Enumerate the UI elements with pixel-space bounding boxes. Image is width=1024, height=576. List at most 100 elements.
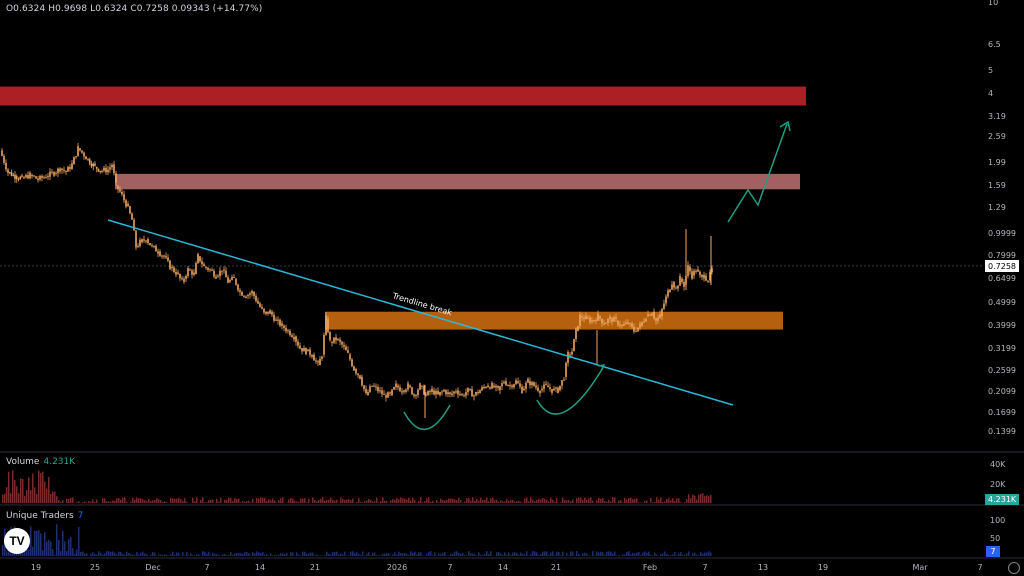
volume-bar <box>280 498 282 503</box>
candle-body <box>447 392 449 395</box>
y-axis[interactable]: 10 6.5 5 4 3.19 2.59 1.99 1.59 1.29 0.9999 0.7999 0… <box>988 0 1016 436</box>
traders-bar <box>608 551 610 556</box>
candle-body <box>439 392 441 396</box>
volume-bar <box>150 501 152 503</box>
volume-bar <box>142 499 144 503</box>
candle-body <box>143 239 145 241</box>
candle-body <box>345 346 347 351</box>
candle-body <box>665 296 667 304</box>
candle-body <box>37 178 39 181</box>
traders-bar <box>204 551 206 556</box>
volume-bar <box>384 500 386 503</box>
traders-bar <box>104 553 106 556</box>
traders-bar <box>454 551 456 556</box>
traders-legend[interactable]: Unique Traders 7 <box>6 511 83 521</box>
volume-bar <box>72 497 74 503</box>
traders-bar <box>372 553 374 556</box>
traders-bar <box>50 541 52 556</box>
traders-bar <box>426 554 428 556</box>
tradingview-logo[interactable]: TV <box>4 528 30 554</box>
volume-bar <box>32 473 34 503</box>
volume-bar <box>146 501 148 503</box>
candle-body <box>603 323 605 325</box>
traders-bar <box>604 554 606 556</box>
x-tick-label: Feb <box>643 563 657 572</box>
volume-bar <box>658 499 660 503</box>
candle-body <box>481 387 483 391</box>
volume-bar <box>414 500 416 503</box>
volume-bar <box>702 493 704 503</box>
traders-bar <box>420 552 422 556</box>
volume-bar <box>576 498 578 503</box>
traders-bar <box>296 552 298 556</box>
candle-body <box>417 389 419 396</box>
traders-bar <box>560 555 562 556</box>
candle-body <box>99 170 102 172</box>
traders-bar <box>90 553 92 556</box>
traders-bar <box>460 553 462 556</box>
candle-body <box>321 356 323 359</box>
traders-bar <box>540 554 542 556</box>
candle-body <box>537 387 539 391</box>
candle-body <box>635 330 637 332</box>
volume-legend[interactable]: Volume 4.231K <box>6 457 75 467</box>
traders-bar <box>214 553 216 556</box>
volume-bar <box>690 498 692 503</box>
traders-bar <box>422 555 424 556</box>
candle-body <box>453 391 455 394</box>
volume-bar <box>240 502 242 503</box>
traders-bar <box>566 553 568 556</box>
candle-body <box>579 314 581 326</box>
traders-bar <box>402 553 404 556</box>
traders-bar <box>66 550 68 556</box>
candle-body <box>73 157 75 165</box>
candle-body <box>361 376 363 386</box>
candle-body <box>607 318 609 323</box>
volume-bar <box>114 500 116 503</box>
x-tick-label: 25 <box>90 563 100 572</box>
traders-bar <box>444 552 446 556</box>
volume-bar <box>562 497 564 503</box>
candle-body <box>59 168 61 172</box>
traders-bar <box>548 554 550 556</box>
candle-body <box>251 290 253 294</box>
volume-bar <box>236 499 238 503</box>
traders-bar <box>442 552 444 556</box>
candle-body <box>393 387 395 390</box>
candle-body <box>531 382 533 386</box>
traders-bar <box>286 552 288 556</box>
x-tick-label: 14 <box>498 563 508 572</box>
y-tick-label: 1.59 <box>988 181 1006 190</box>
volume-bar <box>160 500 162 503</box>
volume-bar <box>336 499 338 503</box>
traders-bar <box>276 555 278 556</box>
volume-bar <box>604 501 606 503</box>
volume-bar <box>438 502 440 503</box>
settings-gear-icon[interactable] <box>1008 562 1020 574</box>
candle-body <box>79 148 81 151</box>
traders-bar <box>64 541 66 556</box>
volume-bar <box>544 499 546 503</box>
volume-bar <box>400 497 402 503</box>
volume-bar <box>592 500 594 503</box>
volume-bar <box>654 501 656 503</box>
candle-body <box>165 256 167 258</box>
volume-bar <box>550 497 552 503</box>
volume-bar <box>466 498 468 503</box>
volume-bar <box>28 477 30 503</box>
traders-bar <box>262 552 264 556</box>
volume-bar <box>706 495 708 503</box>
candle-body <box>12 174 15 176</box>
candle-body <box>643 321 645 323</box>
candle-body <box>387 392 389 398</box>
volume-bar <box>530 497 532 503</box>
candle-body <box>163 255 165 257</box>
x-axis[interactable]: 19 25 Dec 7 14 21 2026 7 14 21 Feb 7 13 19 Mar 7 <box>31 563 983 572</box>
candle-body <box>477 392 479 394</box>
traders-bar <box>544 551 546 556</box>
traders-bar <box>302 551 304 556</box>
traders-bar <box>594 555 596 556</box>
candle-body <box>327 318 329 333</box>
volume-bar <box>704 495 706 503</box>
